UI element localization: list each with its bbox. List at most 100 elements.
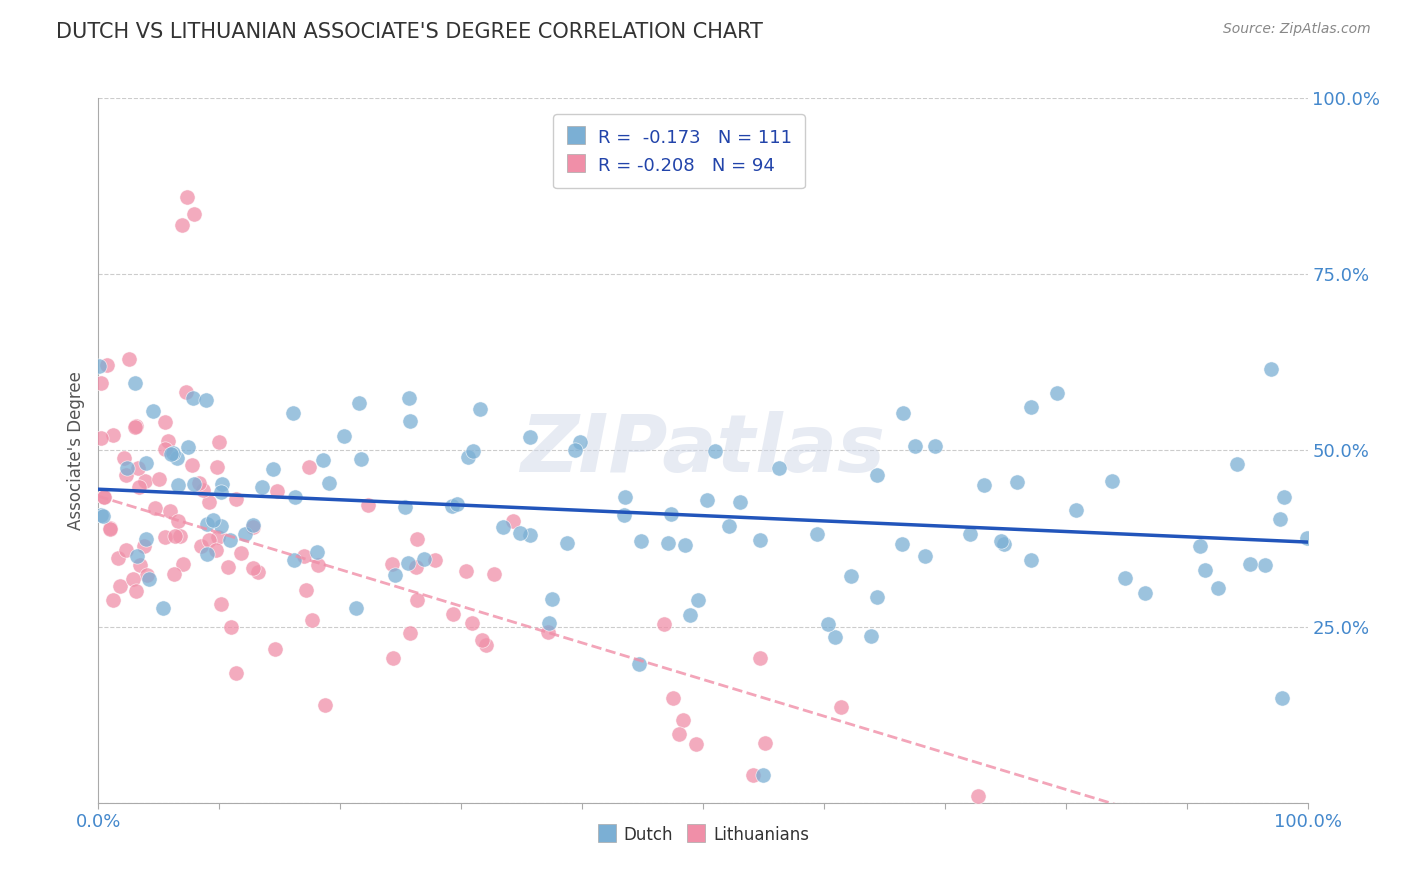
Point: [696, 493, 718, 508]
Point: [768, 461, 790, 475]
Point: [440, 500, 463, 514]
Point: [162, 446, 184, 460]
Point: [229, 546, 252, 560]
Point: [491, 519, 513, 533]
Point: [297, 460, 319, 475]
Point: [398, 625, 420, 640]
Point: [630, 534, 652, 549]
Point: [292, 549, 315, 564]
Point: [242, 560, 264, 574]
Point: [183, 207, 205, 221]
Point: [1133, 586, 1156, 600]
Point: [112, 450, 135, 465]
Point: [509, 526, 531, 541]
Point: [568, 435, 591, 450]
Point: [519, 528, 541, 542]
Point: [283, 406, 305, 420]
Point: [262, 462, 284, 476]
Point: [148, 473, 170, 487]
Point: [159, 447, 181, 461]
Point: [219, 533, 242, 547]
Point: [398, 391, 420, 405]
Point: [208, 434, 231, 449]
Point: [172, 557, 194, 571]
Point: [169, 529, 191, 543]
Point: [124, 376, 146, 391]
Point: [679, 608, 702, 623]
Point: [153, 529, 176, 543]
Point: [250, 480, 273, 494]
Point: [830, 700, 852, 714]
Point: [138, 572, 160, 586]
Point: [468, 401, 491, 416]
Point: [209, 518, 232, 533]
Point: [347, 396, 370, 410]
Point: [1066, 503, 1088, 517]
Point: [165, 529, 187, 543]
Point: [219, 620, 242, 634]
Point: [703, 444, 725, 458]
Point: [1296, 531, 1319, 545]
Point: [446, 497, 468, 511]
Point: [295, 582, 318, 597]
Point: [101, 592, 124, 607]
Point: [176, 190, 198, 204]
Point: [859, 630, 882, 644]
Point: [672, 713, 695, 727]
Point: [246, 565, 269, 579]
Point: [195, 548, 218, 562]
Point: [461, 616, 484, 631]
Point: [225, 492, 247, 507]
Point: [284, 490, 307, 504]
Point: [406, 593, 429, 607]
Point: [538, 616, 561, 631]
Point: [652, 616, 675, 631]
Point: [225, 666, 247, 681]
Point: [198, 495, 221, 509]
Point: [135, 568, 157, 582]
Point: [128, 480, 150, 494]
Point: [167, 515, 190, 529]
Point: [824, 631, 846, 645]
Point: [233, 527, 256, 541]
Point: [201, 513, 224, 527]
Text: ZIPatlas: ZIPatlas: [520, 411, 886, 490]
Point: [115, 543, 138, 558]
Point: [163, 567, 186, 582]
Point: [134, 539, 156, 553]
Point: [686, 593, 709, 607]
Point: [502, 514, 524, 528]
Point: [914, 549, 936, 564]
Point: [198, 533, 221, 548]
Point: [153, 442, 176, 456]
Point: [176, 385, 198, 400]
Point: [314, 698, 336, 713]
Point: [209, 598, 232, 612]
Point: [1114, 571, 1136, 585]
Point: [748, 533, 770, 547]
Point: [90, 431, 112, 445]
Point: [125, 419, 148, 434]
Point: [98, 521, 121, 535]
Point: [205, 459, 228, 474]
Point: [967, 789, 990, 803]
Point: [457, 450, 479, 464]
Point: [127, 460, 149, 475]
Point: [1188, 539, 1211, 553]
Point: [890, 536, 912, 550]
Point: [661, 691, 683, 706]
Point: [180, 458, 202, 472]
Point: [301, 613, 323, 627]
Point: [973, 477, 995, 491]
Point: [627, 657, 650, 672]
Point: [1019, 400, 1042, 414]
Point: [474, 638, 496, 652]
Point: [107, 551, 129, 566]
Point: [283, 553, 305, 567]
Point: [384, 568, 406, 582]
Point: [891, 406, 914, 420]
Point: [685, 738, 707, 752]
Point: [659, 507, 682, 521]
Point: [159, 504, 181, 518]
Point: [307, 558, 329, 573]
